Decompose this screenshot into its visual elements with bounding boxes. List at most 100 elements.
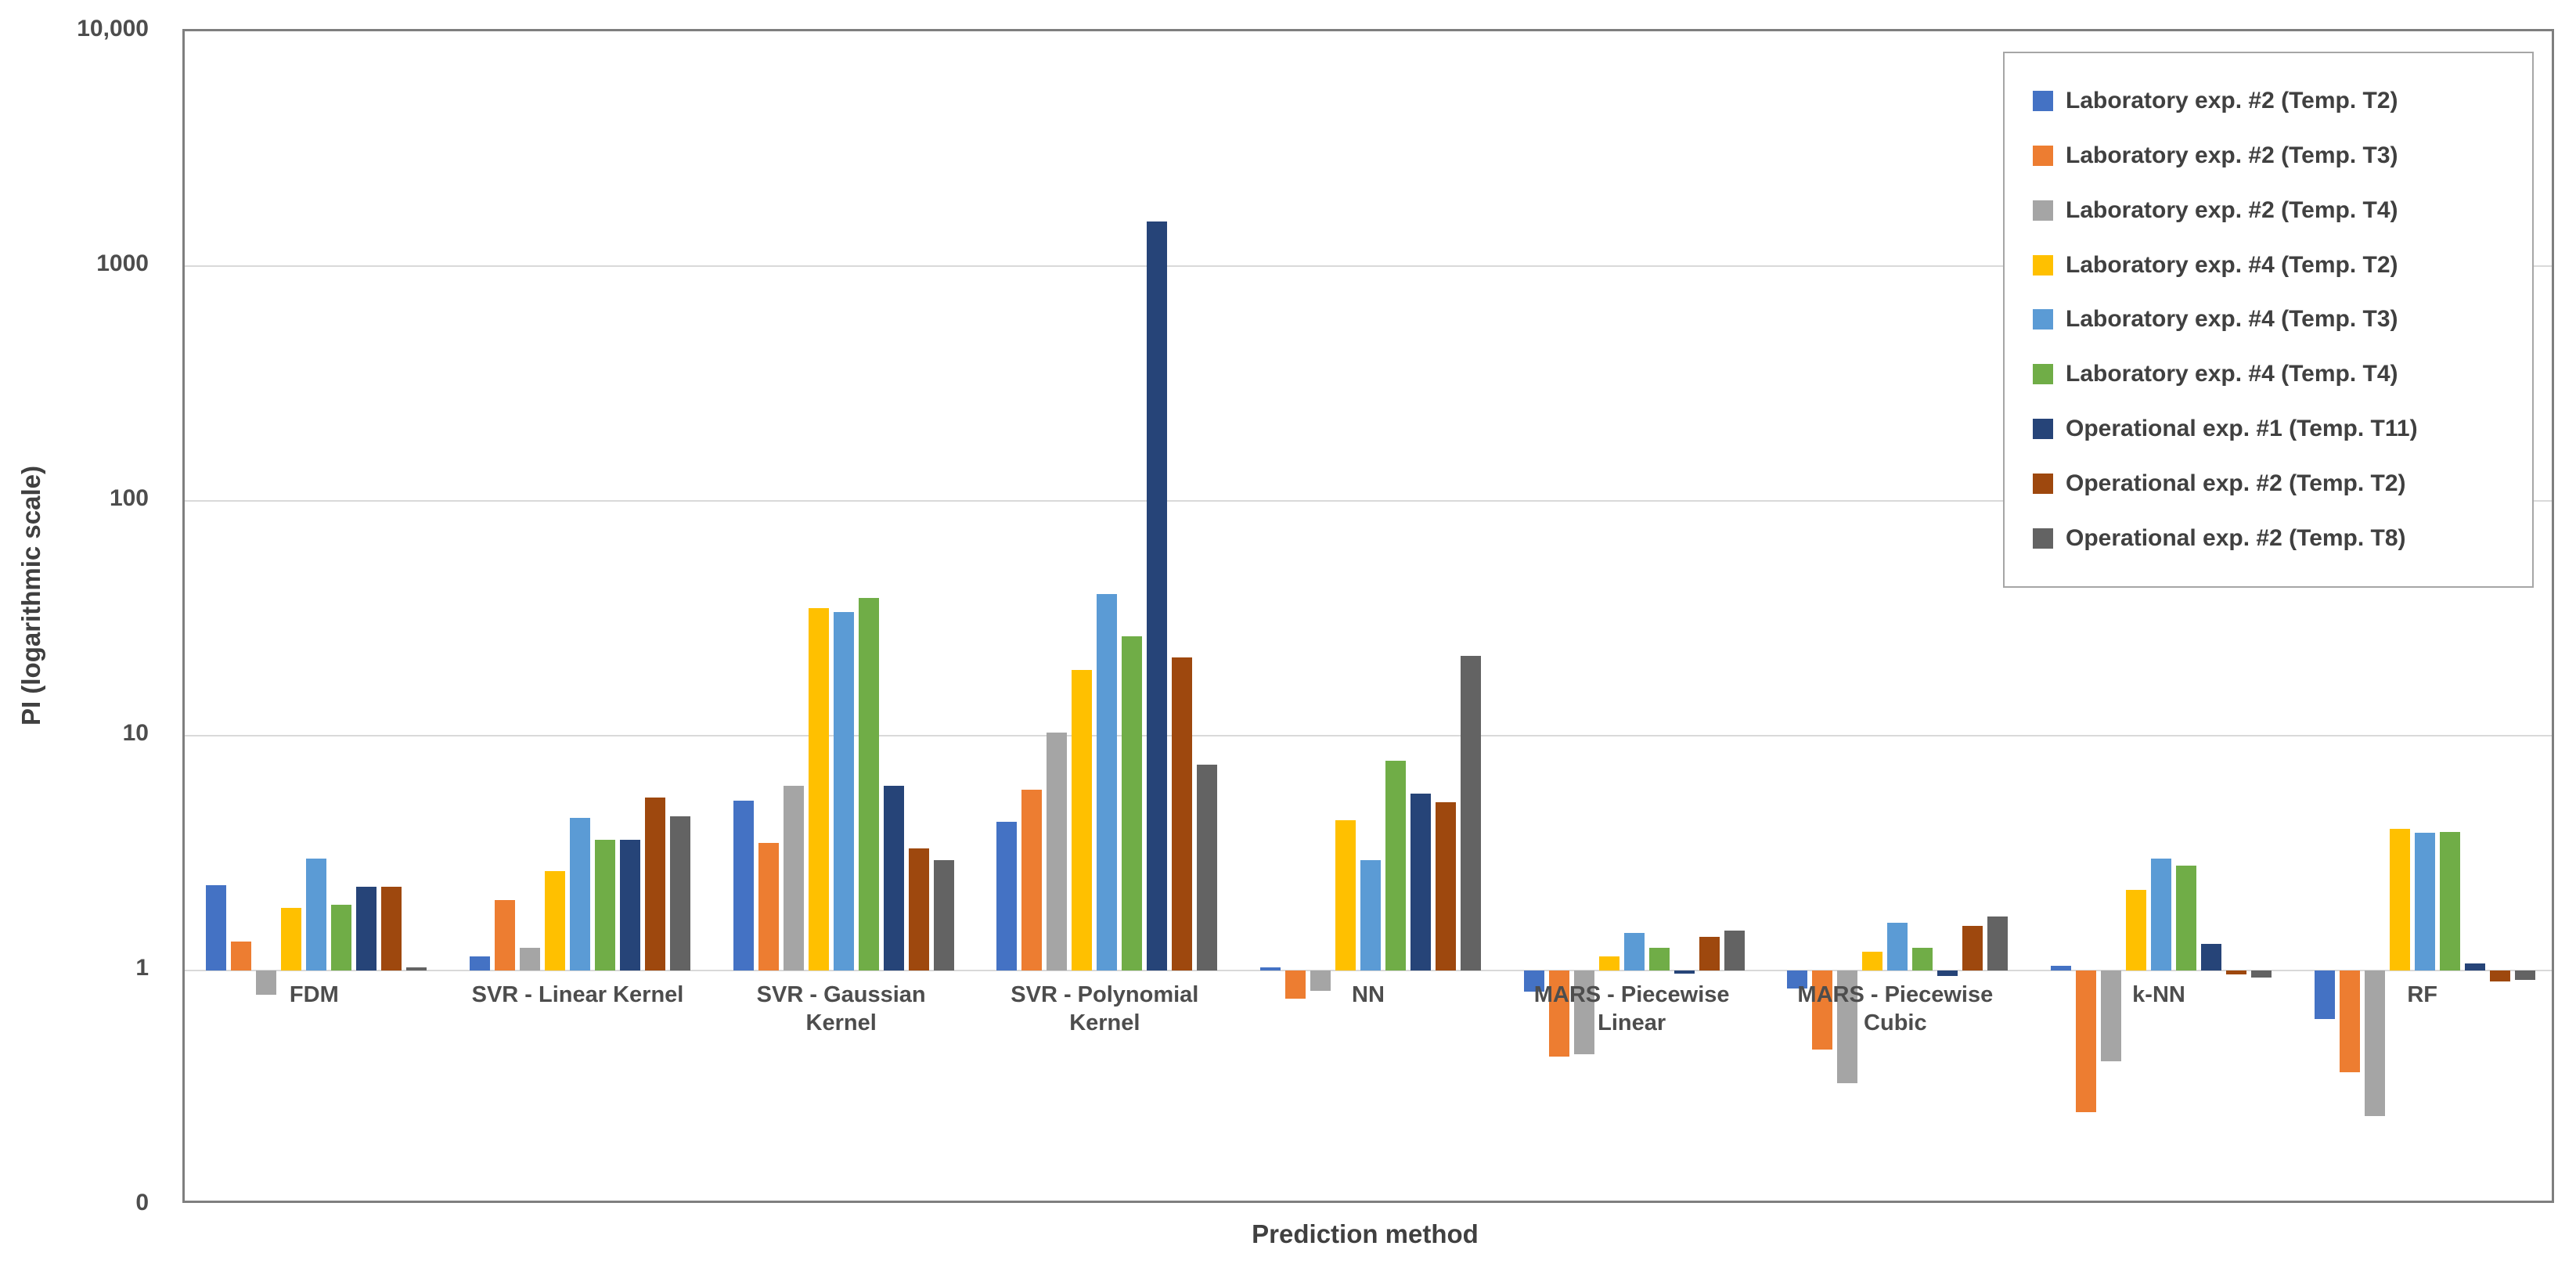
- legend-swatch: [2033, 90, 2053, 111]
- legend-label: Laboratory exp. #4 (Temp. T3): [2066, 306, 2398, 333]
- bar: [733, 800, 754, 971]
- bar: [1887, 922, 1908, 971]
- y-tick-label: 100: [109, 485, 149, 511]
- bar: [2126, 890, 2146, 971]
- bar: [1673, 971, 1695, 974]
- bar: [1937, 971, 1958, 976]
- bar: [1021, 789, 1043, 971]
- bar: [1787, 971, 1808, 989]
- bar: [933, 860, 954, 971]
- legend-label: Operational exp. #2 (Temp. T8): [2066, 525, 2406, 552]
- bar: [595, 840, 615, 971]
- bar: [1724, 930, 1745, 971]
- gridline: [185, 500, 2552, 502]
- legend-item: Laboratory exp. #4 (Temp. T2): [2033, 252, 2532, 279]
- bar: [2176, 865, 2196, 971]
- legend-swatch: [2033, 309, 2053, 330]
- bar: [645, 798, 665, 971]
- legend-label: Operational exp. #2 (Temp. T2): [2066, 470, 2406, 497]
- bar: [545, 871, 565, 971]
- bar: [1097, 594, 1118, 971]
- category-label: RF: [2407, 982, 2437, 1007]
- bar: [1360, 860, 1381, 971]
- category-label: NN: [1352, 982, 1385, 1007]
- bar: [306, 858, 327, 971]
- legend-label: Laboratory exp. #2 (Temp. T2): [2066, 87, 2398, 113]
- bar: [231, 941, 252, 971]
- legend-swatch: [2033, 145, 2053, 166]
- legend-label: Laboratory exp. #4 (Temp. T4): [2066, 361, 2398, 387]
- legend-item: Operational exp. #1 (Temp. T11): [2033, 416, 2532, 442]
- bar: [1172, 657, 1193, 971]
- legend-item: Laboratory exp. #4 (Temp. T4): [2033, 361, 2532, 387]
- bar: [256, 971, 277, 995]
- x-axis-title: Prediction method: [1252, 1219, 1479, 1248]
- legend-item: Operational exp. #2 (Temp. T2): [2033, 470, 2532, 497]
- bar: [1310, 971, 1331, 991]
- bar: [520, 947, 540, 971]
- bar: [620, 840, 640, 971]
- gridline: [185, 735, 2552, 736]
- bar: [1987, 916, 2009, 971]
- bar: [1436, 802, 1456, 971]
- bar: [2051, 965, 2071, 971]
- y-tick-label: 1: [135, 955, 149, 981]
- bar: [2439, 831, 2460, 971]
- bar: [381, 886, 402, 971]
- category-label: k-NN: [2132, 982, 2185, 1007]
- legend-swatch: [2033, 528, 2053, 549]
- bar: [2464, 963, 2485, 971]
- bar: [670, 816, 690, 971]
- bar: [1623, 932, 1645, 971]
- legend-swatch: [2033, 419, 2053, 440]
- bar: [1523, 971, 1544, 992]
- legend-item: Laboratory exp. #4 (Temp. T3): [2033, 306, 2532, 333]
- bar: [808, 607, 829, 971]
- bar: [2514, 971, 2535, 981]
- y-tick-label: 0: [135, 1190, 149, 1215]
- bar: [783, 786, 804, 971]
- bar: [1197, 765, 1218, 971]
- bar: [1147, 221, 1168, 971]
- gridline: [185, 265, 2552, 267]
- bar: [495, 899, 515, 971]
- category-label: MARS - Piecewise Linear: [1533, 982, 1730, 1035]
- bar: [2339, 971, 2360, 1072]
- y-tick-label: 10,000: [77, 16, 149, 41]
- bar: [1335, 820, 1356, 971]
- bar: [2414, 833, 2435, 971]
- legend-swatch: [2033, 364, 2053, 385]
- bar: [758, 842, 779, 971]
- legend-label: Laboratory exp. #4 (Temp. T2): [2066, 251, 2398, 278]
- legend-label: Laboratory exp. #2 (Temp. T4): [2066, 196, 2398, 223]
- bar: [1548, 971, 1569, 1057]
- bar: [570, 818, 590, 971]
- bar: [1812, 971, 1833, 1050]
- bar: [281, 907, 302, 971]
- legend-swatch: [2033, 474, 2053, 495]
- category-label: SVR - Gaussian Kernel: [756, 982, 926, 1035]
- bar: [1573, 971, 1594, 1054]
- category-label: SVR - Linear Kernel: [471, 982, 684, 1007]
- bar: [833, 612, 854, 971]
- bar: [1862, 952, 1883, 971]
- bar: [1122, 636, 1143, 971]
- bar: [1385, 761, 1406, 971]
- bar: [1837, 971, 1858, 1084]
- bar: [908, 848, 929, 971]
- bar: [883, 786, 904, 971]
- y-tick-label: 10: [122, 720, 149, 746]
- legend-item: Operational exp. #2 (Temp. T8): [2033, 525, 2532, 552]
- category-label: SVR - Polynomial Kernel: [1011, 982, 1199, 1035]
- legend-label: Laboratory exp. #2 (Temp. T3): [2066, 142, 2398, 168]
- bar: [2201, 943, 2221, 971]
- category-label: MARS - Piecewise Cubic: [1797, 982, 1994, 1035]
- bar: [406, 967, 427, 971]
- bar: [1912, 947, 1933, 971]
- bar: [206, 885, 227, 971]
- legend-swatch: [2033, 200, 2053, 221]
- bar: [1962, 925, 1983, 971]
- bar: [2314, 971, 2335, 1020]
- bar: [1410, 794, 1431, 971]
